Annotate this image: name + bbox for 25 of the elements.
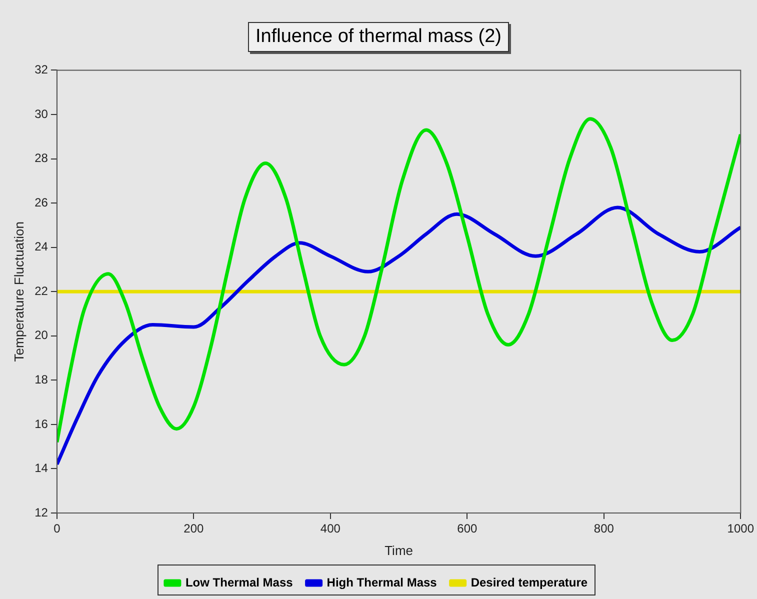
y-tick-label: 28 — [34, 151, 48, 166]
x-axis-title: Time — [384, 542, 414, 558]
y-axis-title: Temperature Fluctuation — [11, 222, 26, 362]
y-tick-label: 14 — [34, 461, 48, 476]
y-tick-label: 24 — [34, 240, 48, 254]
line-series — [56, 206, 741, 466]
y-tick-label: 22 — [34, 284, 48, 298]
legend-label: Low Thermal Mass — [185, 575, 294, 590]
y-tick-label: 20 — [34, 328, 48, 342]
y-tick-label: 16 — [34, 416, 48, 431]
chart-title: Influence of thermal mass (2) — [248, 22, 509, 52]
y-tick-label: 18 — [34, 372, 48, 386]
y-tick-label: 26 — [34, 195, 48, 210]
y-tick-label: 32 — [34, 62, 48, 77]
x-tick-label: 200 — [184, 522, 204, 536]
x-tick-label: 400 — [320, 522, 341, 536]
x-tick-label: 600 — [457, 522, 478, 536]
x-tick-label: 1000 — [727, 522, 754, 536]
y-tick-label: 30 — [34, 106, 48, 121]
line-series — [56, 117, 741, 444]
legend-label: Desired temperature — [470, 575, 588, 590]
x-tick-label: 800 — [594, 522, 614, 536]
legend-label: High Thermal Mass — [326, 575, 438, 590]
x-tick-label: 0 — [54, 522, 61, 536]
y-tick-label: 12 — [34, 505, 48, 520]
